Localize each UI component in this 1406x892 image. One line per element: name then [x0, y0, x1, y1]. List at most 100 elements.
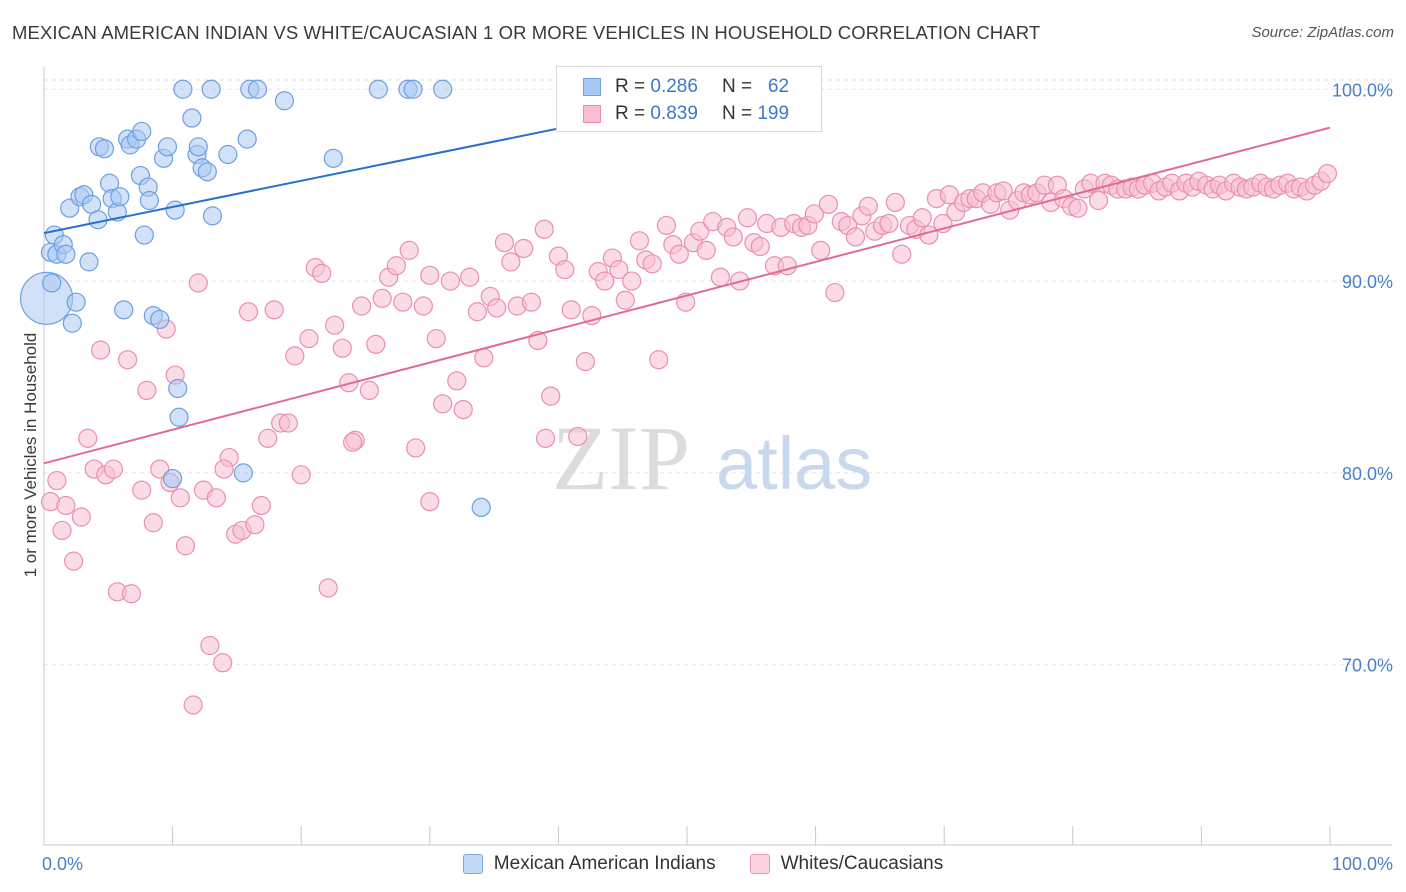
- point-mexican-american-indian: [66, 292, 86, 312]
- point-mexican-american-indian: [42, 273, 62, 293]
- point-white-caucasian: [561, 300, 581, 320]
- point-white-caucasian: [642, 254, 662, 274]
- source-label: Source: ZipAtlas.com: [1251, 24, 1394, 41]
- point-white-caucasian: [406, 438, 426, 458]
- point-white-caucasian: [521, 292, 541, 312]
- point-white-caucasian: [811, 240, 831, 260]
- point-mexican-american-indian: [79, 252, 99, 272]
- point-mexican-american-indian: [237, 129, 257, 149]
- point-white-caucasian: [669, 244, 689, 264]
- point-mexican-american-indian: [168, 378, 188, 399]
- point-white-caucasian: [206, 488, 226, 508]
- point-white-caucasian: [595, 271, 615, 291]
- point-white-caucasian: [514, 238, 534, 259]
- point-white-caucasian: [501, 252, 521, 272]
- point-mexican-american-indian: [157, 137, 178, 157]
- point-white-caucasian: [825, 282, 845, 303]
- legend-label: Whites/Caucasians: [780, 853, 944, 874]
- point-white-caucasian: [993, 181, 1013, 201]
- point-mexican-american-indian: [169, 407, 189, 427]
- point-white-caucasian: [1088, 190, 1109, 211]
- point-mexican-american-indian: [471, 497, 491, 518]
- x-tick-label: 100.0%: [1332, 854, 1393, 874]
- point-mexican-american-indian: [114, 300, 134, 320]
- point-mexican-american-indian: [163, 469, 183, 489]
- point-mexican-american-indian: [165, 200, 185, 220]
- point-white-caucasian: [1317, 164, 1338, 184]
- point-white-caucasian: [393, 292, 413, 312]
- point-white-caucasian: [183, 695, 203, 715]
- legend-swatch-blue: [462, 854, 483, 874]
- point-white-caucasian: [175, 536, 196, 556]
- legend-item-mexican-american-indians: Mexican American Indians: [462, 853, 716, 875]
- point-white-caucasian: [555, 259, 575, 280]
- point-white-caucasian: [170, 488, 190, 508]
- point-white-caucasian: [312, 263, 332, 284]
- point-white-caucasian: [575, 352, 596, 372]
- point-white-caucasian: [460, 267, 480, 287]
- legend-row-pink: R = 0.839 N = 199: [583, 101, 789, 127]
- point-mexican-american-indian: [88, 210, 108, 230]
- point-mexican-american-indian: [56, 244, 76, 264]
- point-white-caucasian: [299, 329, 319, 349]
- point-mexican-american-indian: [247, 79, 268, 99]
- point-mexican-american-indian: [150, 309, 170, 330]
- point-mexican-american-indian: [188, 137, 208, 157]
- point-white-caucasian: [352, 296, 372, 316]
- point-white-caucasian: [453, 399, 473, 420]
- point-mexican-american-indian: [62, 313, 82, 333]
- point-white-caucasian: [213, 653, 233, 673]
- point-white-caucasian: [420, 492, 440, 512]
- watermark: ZIP atlas: [552, 407, 872, 509]
- r-label: R =: [615, 76, 646, 97]
- watermark-atlas: atlas: [716, 422, 872, 505]
- r-value: 0.839: [650, 103, 698, 124]
- point-white-caucasian: [568, 426, 588, 447]
- point-mexican-american-indian: [233, 463, 253, 483]
- point-white-caucasian: [258, 428, 278, 448]
- point-mexican-american-indian: [132, 121, 152, 142]
- point-mexican-american-indian: [139, 190, 160, 211]
- point-white-caucasian: [56, 495, 76, 516]
- point-white-caucasian: [63, 551, 84, 571]
- point-mexican-american-indian: [201, 79, 221, 99]
- n-value: 62: [767, 76, 790, 97]
- point-white-caucasian: [214, 459, 234, 479]
- point-mexican-american-indian: [433, 79, 453, 99]
- point-white-caucasian: [366, 334, 386, 354]
- point-white-caucasian: [318, 578, 338, 598]
- point-white-caucasian: [487, 298, 507, 318]
- legend-label: Mexican American Indians: [493, 853, 716, 874]
- point-white-caucasian: [188, 273, 208, 293]
- point-white-caucasian: [534, 219, 554, 239]
- point-white-caucasian: [52, 520, 72, 541]
- point-white-caucasian: [278, 413, 298, 433]
- legend-series: Mexican American Indians Whites/Caucasia…: [0, 851, 1406, 877]
- point-white-caucasian: [264, 300, 284, 320]
- point-white-caucasian: [251, 495, 271, 516]
- point-white-caucasian: [386, 256, 406, 276]
- series-whites-caucasians: [40, 164, 1338, 715]
- point-white-caucasian: [845, 227, 866, 247]
- point-white-caucasian: [879, 213, 899, 234]
- point-mexican-american-indian: [110, 187, 130, 207]
- y-tick-label: 80.0%: [1342, 464, 1393, 484]
- legend-swatch-blue: [583, 78, 601, 96]
- point-white-caucasian: [494, 233, 514, 253]
- point-mexican-american-indian: [323, 148, 343, 168]
- trend-line-whites-caucasians: [43, 126, 1331, 465]
- point-white-caucasian: [245, 515, 265, 535]
- point-white-caucasian: [622, 271, 642, 291]
- legend-row-blue: R = 0.286 N = 62: [583, 74, 789, 100]
- x-tick-label: 0.0%: [42, 854, 83, 874]
- y-tick-label: 90.0%: [1342, 272, 1393, 292]
- point-white-caucasian: [343, 432, 363, 452]
- point-mexican-american-indian: [197, 162, 217, 182]
- point-white-caucasian: [649, 350, 669, 370]
- point-white-caucasian: [71, 507, 91, 527]
- point-white-caucasian: [359, 380, 379, 401]
- point-white-caucasian: [710, 267, 731, 287]
- point-white-caucasian: [629, 231, 650, 251]
- point-white-caucasian: [892, 244, 912, 264]
- point-white-caucasian: [238, 302, 259, 322]
